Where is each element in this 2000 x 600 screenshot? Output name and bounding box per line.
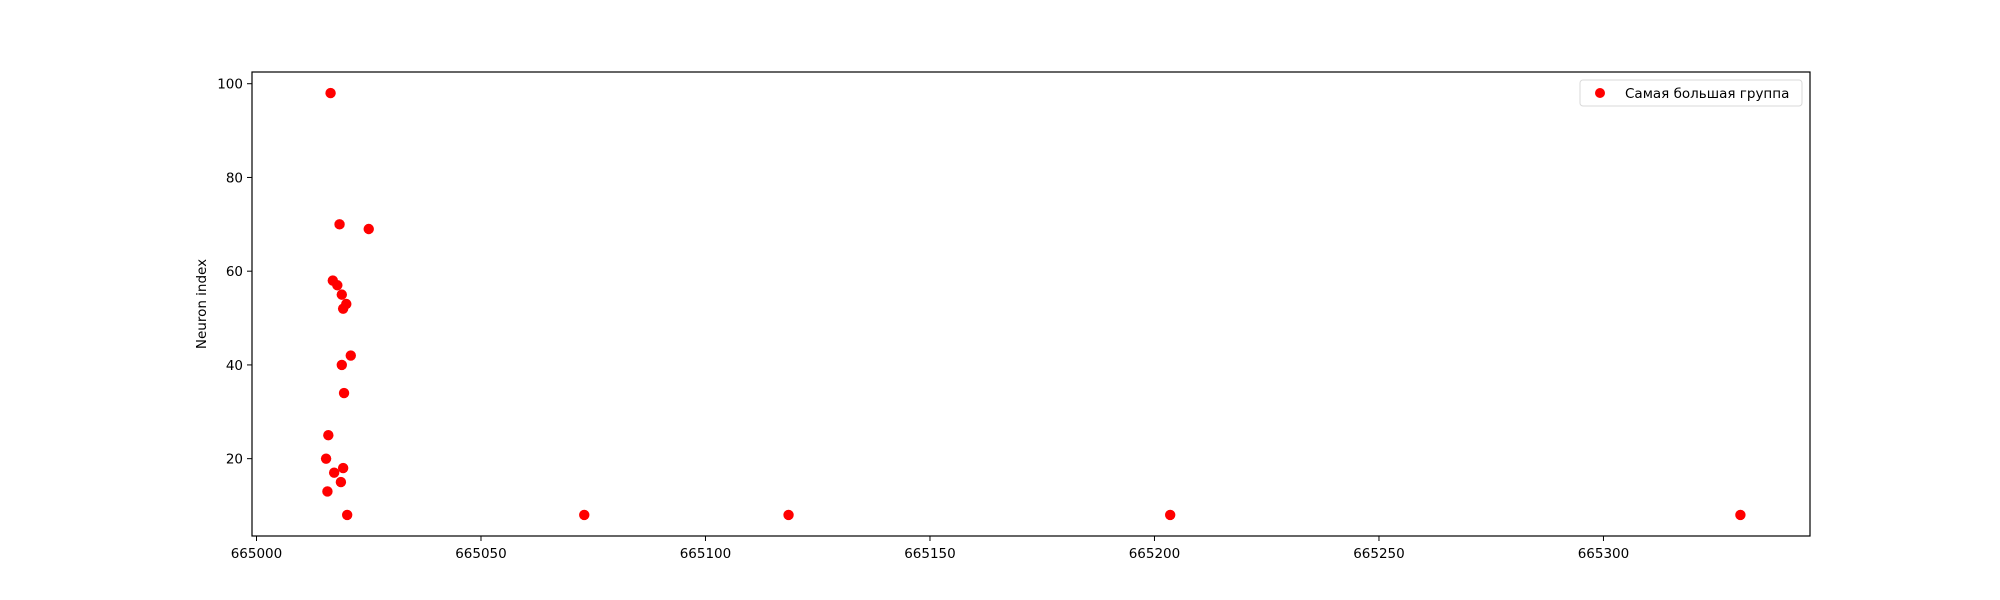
data-point <box>322 486 333 497</box>
data-point <box>1735 509 1746 521</box>
legend: Самая большая группа <box>1579 79 1803 107</box>
legend-label: Самая большая группа <box>1625 86 1789 102</box>
data-point <box>341 509 353 521</box>
data-point <box>336 289 347 300</box>
data-point <box>332 280 343 291</box>
data-point <box>337 303 349 314</box>
y-tick-label: 20 <box>226 452 243 468</box>
data-point <box>323 430 334 441</box>
data-point <box>338 387 350 399</box>
data-point <box>337 462 349 474</box>
x-tick-label: 665050 <box>455 546 507 562</box>
data-point <box>328 467 340 478</box>
y-axis-label: Neuron index <box>194 259 210 349</box>
data-point <box>579 509 590 521</box>
plot-frame <box>251 71 1811 537</box>
y-tick-label: 80 <box>226 170 243 186</box>
data-point <box>334 219 345 230</box>
data-point <box>363 223 374 235</box>
x-axis-ticks: 665000 665050 665100 665150 665200 665250 6653… <box>231 536 1630 562</box>
x-tick-label: 665250 <box>1353 546 1405 562</box>
y-tick-label: 60 <box>226 264 243 280</box>
legend-box <box>1579 79 1803 107</box>
data-point <box>320 453 332 464</box>
data-point <box>336 359 347 371</box>
y-tick-label: 40 <box>226 358 243 374</box>
data-point <box>1164 509 1176 521</box>
x-tick-label: 665300 <box>1578 546 1630 562</box>
data-point <box>345 350 356 361</box>
x-tick-label: 665150 <box>904 546 956 562</box>
data-point <box>783 509 794 521</box>
legend-marker <box>1595 88 1605 98</box>
y-tick-label: 100 <box>217 77 243 93</box>
data-points <box>320 87 1746 521</box>
x-tick-label: 665200 <box>1129 546 1181 562</box>
x-tick-label: 665100 <box>680 546 732 562</box>
data-point <box>335 476 347 488</box>
x-tick-label: 665000 <box>231 546 283 562</box>
data-point <box>325 87 336 99</box>
y-axis-ticks: 20 40 60 80 100 <box>217 77 252 468</box>
